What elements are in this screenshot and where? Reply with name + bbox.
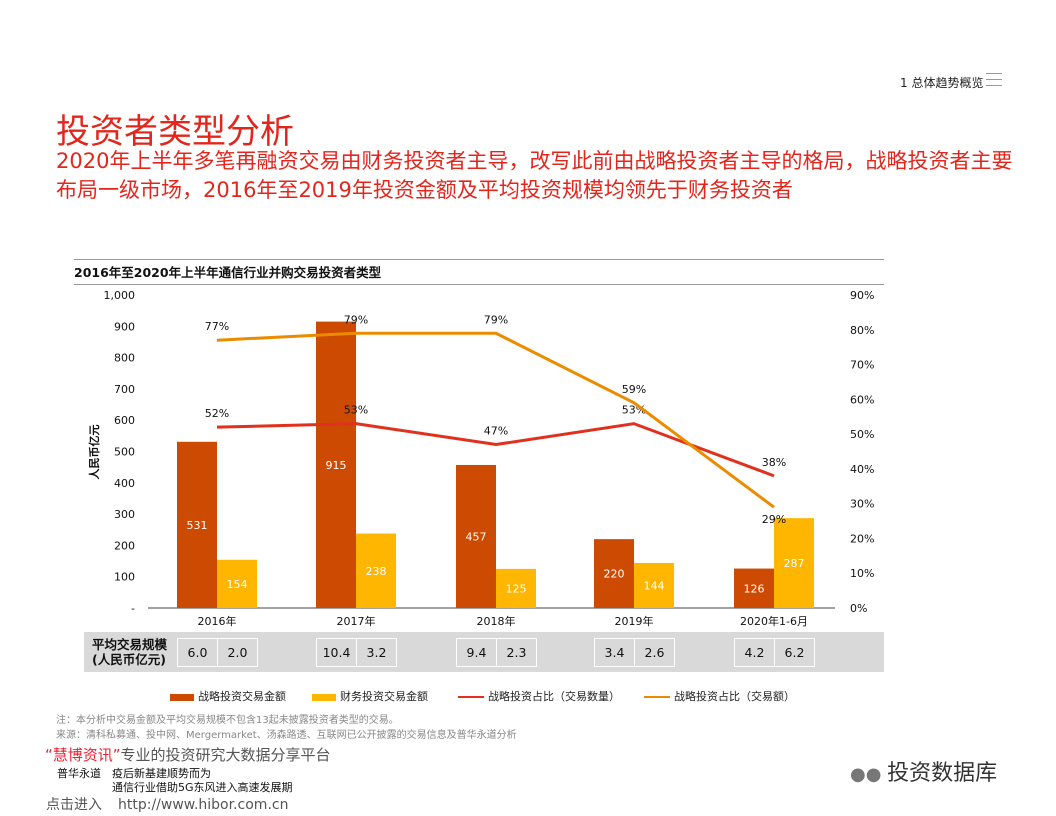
bar (774, 518, 814, 608)
legend-strategic-count-ratio: 战略投资占比（交易数量） (488, 690, 620, 703)
y-tick-label: 500 (114, 446, 135, 459)
hibor-link[interactable]: http://www.hibor.com.cn (118, 797, 289, 813)
wechat-watermark: ●● 投资数据库 (850, 755, 997, 787)
wechat-name: 投资数据库 (887, 761, 998, 786)
avg-label-1: 平均交易规模 (92, 637, 168, 652)
legend-strategic-amount: 战略投资交易金额 (198, 690, 286, 703)
y-tick-label: 700 (114, 383, 135, 396)
y2-tick-label: 60% (850, 393, 874, 406)
promo-text: 专业的投资研究大数据分享平台 (120, 746, 331, 764)
page-subtitle: 2020年上半年多笔再融资交易由财务投资者主导，改写此前由战略投资者主导的格局，… (56, 149, 1013, 202)
wechat-icon: ●● (850, 764, 888, 785)
line-data-label: 52% (205, 407, 229, 420)
page-title: 投资者类型分析 (56, 112, 294, 152)
promo-banner[interactable]: “慧博资讯”专业的投资研究大数据分享平台 (45, 746, 331, 764)
y-tick-label: 800 (114, 352, 135, 365)
avg-strategic-cell: 10.4 (316, 638, 357, 667)
bar-data-label: 144 (644, 579, 665, 592)
x-tick-label: 2016年 (198, 614, 237, 628)
y-tick-label: 100 (114, 571, 135, 584)
y2-tick-label: 20% (850, 532, 874, 545)
x-tick-label: 2019年 (615, 614, 654, 628)
avg-financial-cell: 3.2 (356, 638, 397, 667)
avg-financial-cell: 6.2 (774, 638, 815, 667)
y-tick-label: 900 (114, 320, 135, 333)
line-series (216, 422, 775, 478)
y2-tick-label: 80% (850, 324, 874, 337)
line-data-label: 59% (622, 383, 646, 396)
avg-strategic-cell: 6.0 (177, 638, 218, 667)
avg-strategic-cell: 9.4 (456, 638, 497, 667)
bar-data-label: 531 (187, 519, 208, 532)
avg-strategic-cell: 3.4 (594, 638, 635, 667)
avg-label-2: (人民币亿元) (92, 652, 166, 667)
line-data-label: 79% (344, 313, 368, 326)
avg-financial-cell: 2.3 (496, 638, 537, 667)
y-tick-label: - (131, 602, 135, 615)
bar (634, 562, 674, 608)
bar (734, 568, 774, 608)
avg-financial-cell: 2.0 (217, 638, 258, 667)
section-label: 1 总体趋势概览 (900, 76, 984, 90)
x-tick-label: 2020年1-6月 (740, 614, 808, 628)
y2-tick-label: 90% (850, 289, 874, 302)
line-data-label: 77% (205, 320, 229, 333)
bar (356, 533, 396, 608)
y-tick-label: 600 (114, 414, 135, 427)
bar (496, 568, 536, 608)
y-tick-label: 1,000 (104, 289, 136, 302)
bar (456, 464, 496, 608)
hamburger-icon[interactable] (986, 73, 1002, 91)
pwc-label: 普华永道 (57, 767, 101, 780)
x-tick-label: 2017年 (337, 614, 376, 628)
bar (217, 559, 257, 608)
y-tick-label: 400 (114, 477, 135, 490)
legend-strategic-amount-ratio: 战略投资占比（交易额） (674, 690, 795, 703)
line-data-label: 53% (344, 404, 368, 417)
y2-tick-label: 10% (850, 567, 874, 580)
promo-brand: “慧博资讯” (45, 746, 121, 764)
click-enter[interactable]: 点击进入 (46, 797, 102, 813)
avg-financial-cell: 2.6 (634, 638, 675, 667)
bar-data-label: 125 (506, 582, 527, 595)
y-tick-label: 200 (114, 539, 135, 552)
article-link-1[interactable]: 疫后新基建顺势而为 (112, 767, 211, 780)
bar-data-label: 220 (604, 568, 625, 581)
bar-data-label: 915 (326, 459, 347, 472)
y-tick-label: 300 (114, 508, 135, 521)
bar-data-label: 154 (227, 578, 248, 591)
note: 注：本分析中交易金额及平均交易规模不包含13起未披露投资者类型的交易。 (56, 715, 399, 726)
bar-data-label: 238 (366, 565, 387, 578)
bar-data-label: 287 (784, 557, 805, 570)
bar (316, 321, 356, 608)
legend-financial-amount: 财务投资交易金额 (340, 690, 428, 703)
y2-tick-label: 30% (850, 498, 874, 511)
avg-table-label: 平均交易规模 (人民币亿元) (92, 637, 167, 667)
article-link-2[interactable]: 通信行业借助5G东风进入高速发展期 (112, 781, 293, 794)
line-data-label: 38% (762, 456, 786, 469)
bar-data-label: 457 (466, 530, 487, 543)
line-series (216, 331, 775, 509)
y2-tick-label: 50% (850, 428, 874, 441)
chart-title: 2016年至2020年上半年通信行业并购交易投资者类型 (74, 259, 884, 285)
y2-tick-label: 40% (850, 463, 874, 476)
bar-data-label: 126 (744, 582, 765, 595)
x-tick-label: 2018年 (477, 614, 516, 628)
line-data-label: 29% (762, 513, 786, 526)
y2-tick-label: 0% (850, 602, 867, 615)
line-data-label: 79% (484, 313, 508, 326)
y2-tick-label: 70% (850, 359, 874, 372)
y-axis-label: 人民币亿元 (87, 425, 101, 480)
source: 来源：清科私募通、投中网、Mergermarket、汤森路透、互联网已公开披露的… (56, 730, 517, 741)
bar (594, 539, 634, 608)
avg-strategic-cell: 4.2 (734, 638, 775, 667)
line-data-label: 47% (484, 425, 508, 438)
bar (177, 441, 217, 608)
